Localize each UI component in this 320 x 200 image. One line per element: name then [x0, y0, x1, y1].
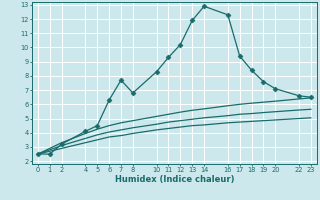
- X-axis label: Humidex (Indice chaleur): Humidex (Indice chaleur): [115, 175, 234, 184]
